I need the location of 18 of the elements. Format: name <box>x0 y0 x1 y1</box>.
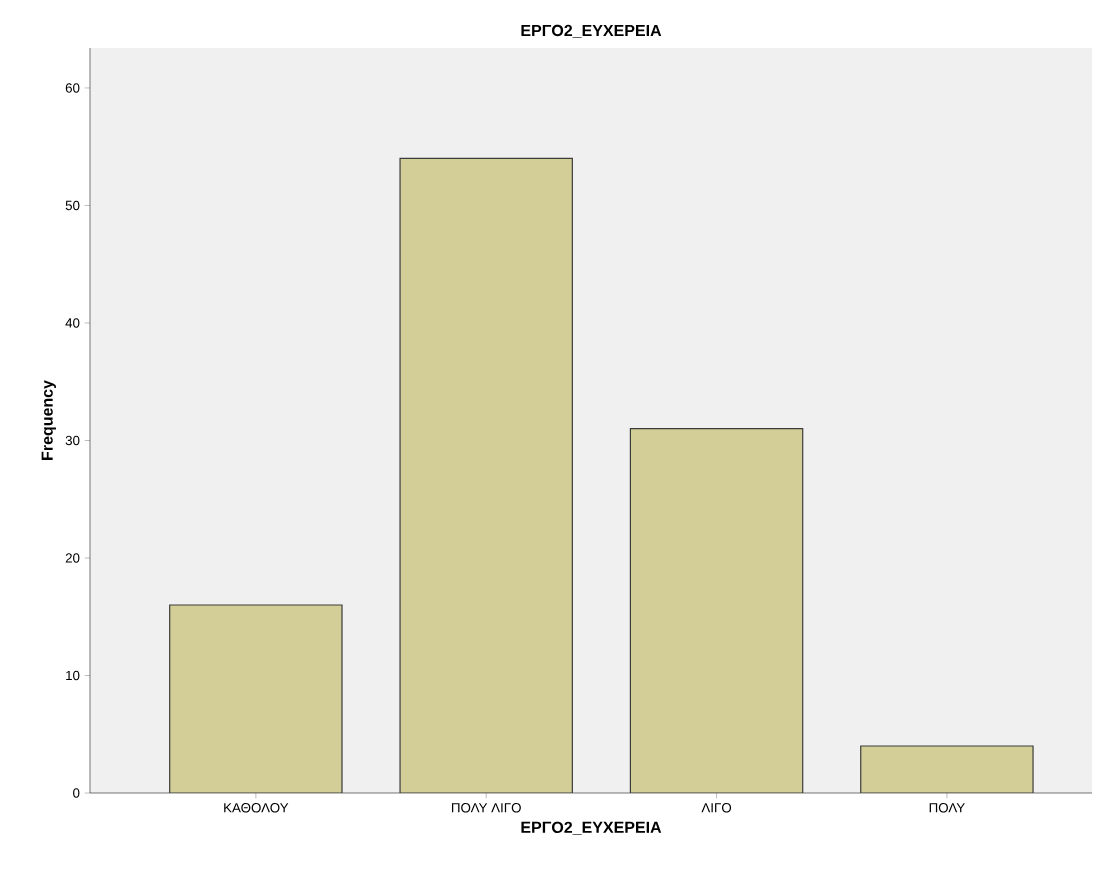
y-tick-label: 40 <box>65 318 80 328</box>
x-tick-label: ΚΑΘΟΛΟΥ <box>224 803 289 813</box>
y-tick-label: 10 <box>66 670 80 681</box>
y-tick-label: 30 <box>65 435 80 446</box>
x-tick-label: ΠΟΛΥ ΛΙΓΟ <box>451 803 521 813</box>
y-axis-title: Frequency <box>41 380 56 460</box>
x-tick-label: ΛΙΓΟ <box>701 803 732 813</box>
chart-title: ΕΡΓΟ2_ΕΥΧΕΡΕΙΑ <box>521 24 662 38</box>
bar <box>860 745 1034 793</box>
x-axis-title: ΕΡΓΟ2_ΕΥΧΕΡΕΙΑ <box>521 821 662 835</box>
bar <box>629 428 804 793</box>
y-tick-label: 0 <box>73 788 80 798</box>
x-tick-label: ΠΟΛΥ <box>929 803 965 813</box>
bar <box>169 604 343 793</box>
y-tick-label: 20 <box>65 553 80 563</box>
y-tick-label: 50 <box>65 200 80 211</box>
bar <box>399 157 573 793</box>
y-tick-label: 60 <box>65 83 80 93</box>
